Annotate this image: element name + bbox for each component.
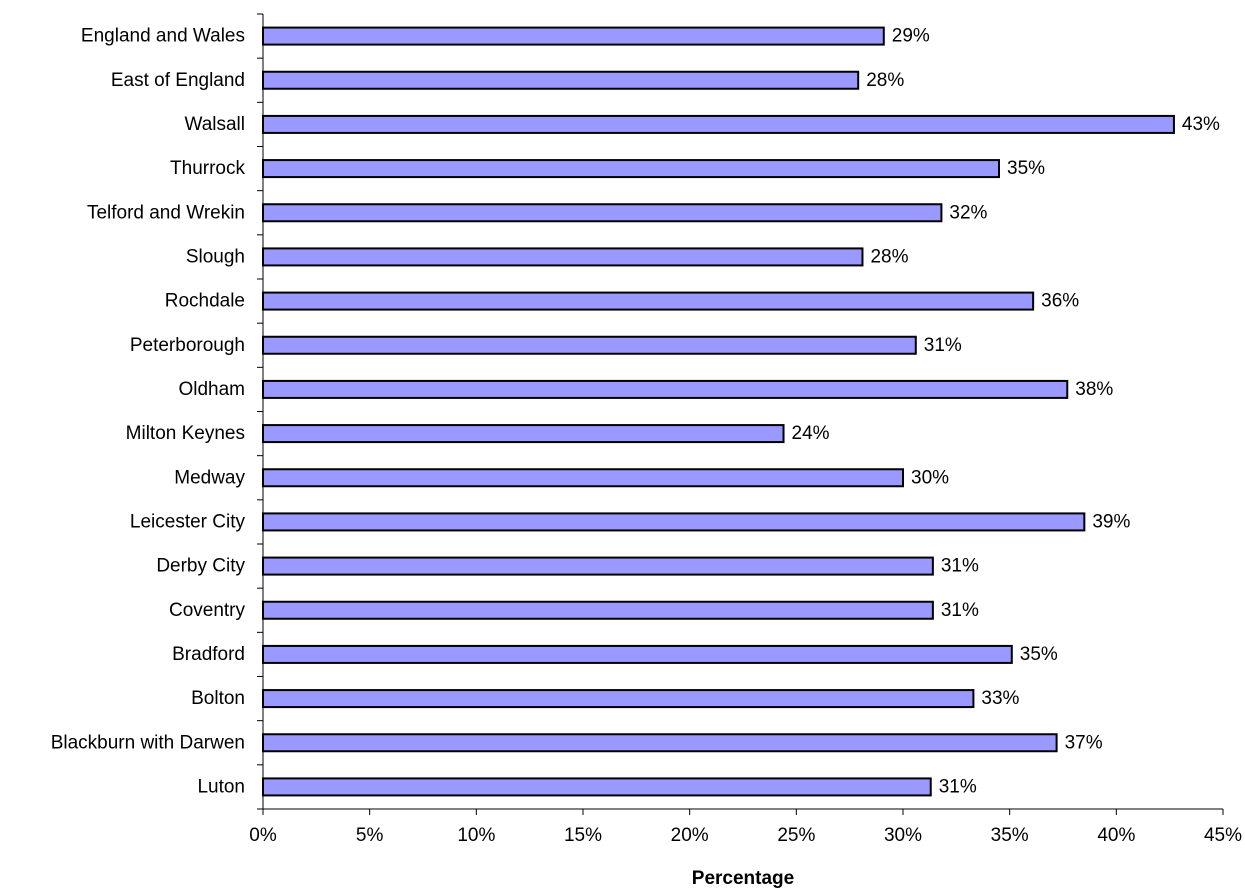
bar <box>262 644 1013 664</box>
data-label: 30% <box>911 467 949 488</box>
data-label: 24% <box>792 423 830 444</box>
data-label: 31% <box>941 600 979 621</box>
category-label: Oldham <box>178 379 245 400</box>
bar <box>262 689 975 709</box>
x-tick-label: 10% <box>457 825 495 846</box>
data-label: 31% <box>939 776 977 797</box>
x-axis-ticks: 0% 5% 10% 15% 20% 25% 30% 35% 40% 45% <box>249 809 1242 846</box>
bar <box>262 600 934 620</box>
x-tick-label: 25% <box>777 825 815 846</box>
x-tick-label: 35% <box>991 825 1029 846</box>
category-label: Telford and Wrekin <box>87 202 245 223</box>
x-tick-label: 0% <box>249 825 277 846</box>
data-label: 29% <box>892 26 930 47</box>
x-tick-label: 20% <box>671 825 709 846</box>
bar <box>262 70 860 90</box>
x-tick-label: 5% <box>356 825 384 846</box>
category-label: Walsall <box>184 114 245 135</box>
data-label: 31% <box>941 556 979 577</box>
category-label: Thurrock <box>170 158 245 179</box>
bars-group <box>262 26 1175 797</box>
x-tick-label: 45% <box>1204 825 1242 846</box>
data-label: 28% <box>866 70 904 91</box>
data-label: 36% <box>1041 291 1079 312</box>
data-labels: 29% 28% 43% 35% 32% 28% 36% 31% 38% 24% 30% 39% 31% 3… <box>792 26 1221 798</box>
bar <box>262 291 1035 311</box>
bar <box>262 733 1058 753</box>
bar <box>262 777 932 797</box>
bar <box>262 203 943 223</box>
category-label: East of England <box>111 70 245 91</box>
category-labels: England and Wales East of England Walsall T… <box>51 26 246 798</box>
category-label: Leicester City <box>130 511 246 532</box>
bar <box>262 556 934 576</box>
x-tick-label: 40% <box>1097 825 1135 846</box>
bar <box>262 424 785 444</box>
x-tick-label: 30% <box>884 825 922 846</box>
category-label: Milton Keynes <box>126 423 245 444</box>
category-label: Derby City <box>156 556 245 577</box>
data-label: 37% <box>1065 732 1103 753</box>
data-label: 31% <box>924 335 962 356</box>
category-label: Rochdale <box>165 291 245 312</box>
data-label: 35% <box>1020 644 1058 665</box>
x-tick-label: 15% <box>564 825 602 846</box>
category-label: England and Wales <box>81 26 245 47</box>
category-label: Peterborough <box>130 335 245 356</box>
bar <box>262 335 917 355</box>
bar <box>262 468 904 488</box>
data-label: 43% <box>1182 114 1220 135</box>
x-axis-title: Percentage <box>692 868 794 889</box>
category-label: Blackburn with Darwen <box>51 732 245 753</box>
category-label: Bradford <box>172 644 245 665</box>
category-label: Bolton <box>191 688 245 709</box>
y-axis-ticks <box>257 13 263 810</box>
bar <box>262 26 885 46</box>
data-label: 32% <box>949 202 987 223</box>
bar <box>262 379 1069 399</box>
category-label: Slough <box>186 246 245 267</box>
bar <box>262 512 1086 532</box>
bar <box>262 159 1000 179</box>
category-label: Coventry <box>169 600 246 621</box>
bar <box>262 114 1175 134</box>
bar <box>262 247 864 267</box>
data-label: 28% <box>870 246 908 267</box>
category-label: Luton <box>197 776 245 797</box>
category-label: Medway <box>174 467 245 488</box>
data-label: 33% <box>981 688 1019 709</box>
data-label: 39% <box>1092 511 1130 532</box>
data-label: 35% <box>1007 158 1045 179</box>
data-label: 38% <box>1075 379 1113 400</box>
